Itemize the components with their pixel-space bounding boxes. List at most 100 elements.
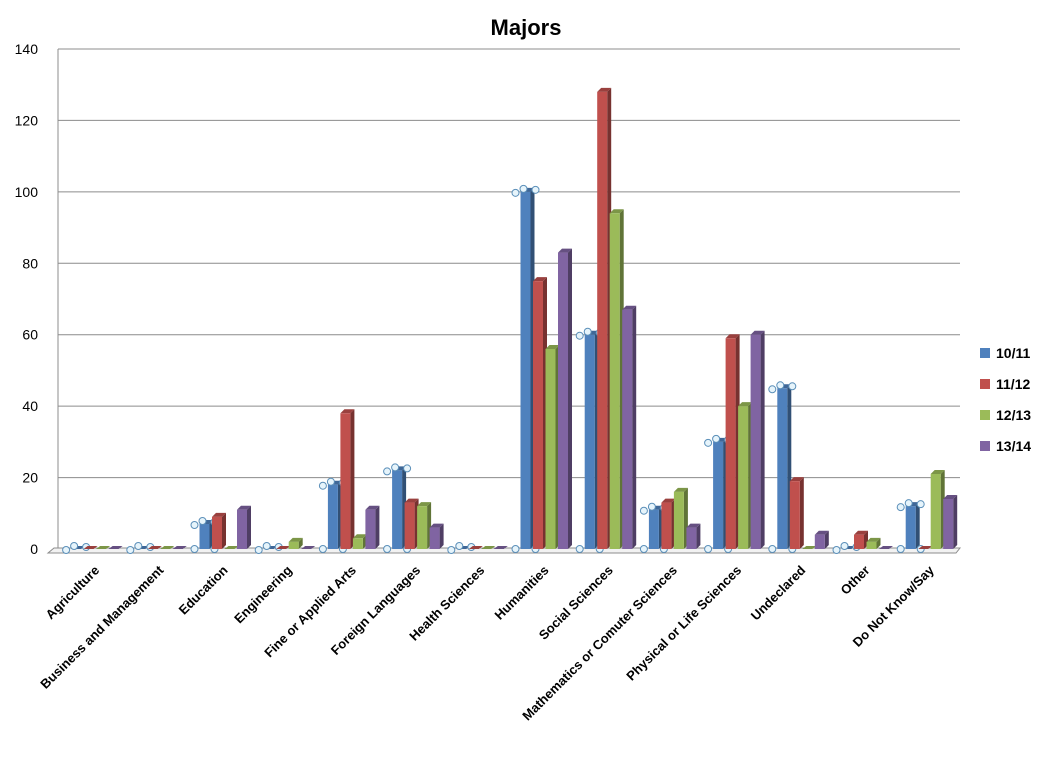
selection-handle	[768, 385, 777, 394]
selection-handle	[531, 185, 540, 194]
bar-front	[661, 502, 672, 549]
bar-front	[943, 499, 954, 549]
bar-top	[404, 498, 419, 503]
selection-handle	[262, 542, 271, 550]
bar-front	[417, 506, 428, 549]
x-category-label: Education	[176, 562, 231, 617]
y-tick-label: 40	[22, 398, 38, 414]
bar-top	[725, 334, 740, 339]
bar	[918, 546, 933, 549]
bar-front	[584, 334, 595, 549]
bar-zero	[147, 546, 162, 549]
bar-top	[789, 477, 804, 482]
bar	[609, 209, 624, 550]
legend: 10/11 11/12 12/13 13/14	[980, 345, 1031, 454]
bar-top	[661, 498, 676, 503]
selection-handle	[639, 506, 648, 515]
bar-top	[533, 277, 547, 282]
selection-handle	[647, 502, 656, 511]
bar-top	[622, 305, 637, 310]
bar	[814, 530, 829, 549]
selection-handle	[190, 521, 199, 529]
bar-zero	[160, 546, 175, 549]
bar	[212, 512, 226, 549]
bar-front	[520, 191, 531, 549]
bar	[750, 330, 765, 549]
bar-front	[854, 534, 864, 549]
selection-handle	[447, 546, 456, 554]
bar-front	[905, 506, 916, 549]
bar	[481, 546, 496, 549]
bar	[96, 546, 111, 549]
bar-front	[340, 413, 351, 549]
bar-top	[943, 495, 958, 499]
y-tick-label: 140	[15, 41, 39, 57]
bar	[597, 87, 612, 549]
bar-front	[609, 213, 620, 550]
bar-front	[558, 252, 568, 550]
legend-item: 11/12	[980, 376, 1030, 392]
legend-label: 10/11	[996, 345, 1030, 361]
bar-zero	[468, 546, 483, 549]
chart-title: Majors	[491, 15, 562, 40]
bar-top	[673, 487, 688, 492]
bar-front	[686, 527, 697, 549]
bar-front	[777, 388, 788, 549]
bar-zero	[108, 546, 123, 549]
bar-top	[930, 470, 945, 474]
bar-side	[439, 523, 444, 549]
bar-side	[632, 305, 637, 549]
legend-label: 11/12	[996, 376, 1030, 392]
bar-side	[247, 505, 251, 549]
bar-front	[725, 338, 736, 549]
x-category-label: Engineering	[231, 562, 295, 626]
legend-item: 12/13	[980, 407, 1031, 423]
selection-handle	[134, 542, 143, 550]
bar-side	[876, 537, 881, 549]
bar	[417, 502, 432, 549]
bar	[558, 248, 572, 550]
bar-zero	[301, 546, 316, 549]
selection-handle	[318, 481, 327, 490]
selection-handle	[519, 184, 528, 193]
selection-handle	[788, 382, 797, 391]
bar	[866, 537, 881, 549]
bar-front	[713, 441, 724, 549]
selection-handle	[704, 545, 713, 553]
bar	[661, 498, 676, 549]
y-axis-ticks: 0 20 40 60 80 100 120 140	[15, 41, 39, 557]
bar-side	[760, 330, 765, 549]
bar	[930, 470, 945, 549]
selection-handle	[776, 381, 785, 390]
bar-front	[597, 91, 608, 549]
selection-handle	[126, 546, 135, 554]
bar	[126, 542, 155, 554]
bar	[789, 477, 804, 549]
bar-side	[375, 505, 380, 549]
bar-top	[814, 530, 829, 535]
x-category-label: Undeclared	[748, 562, 809, 623]
bar	[224, 546, 239, 549]
bar-zero	[224, 546, 239, 549]
bar	[896, 499, 925, 553]
bar-zero	[493, 546, 508, 549]
bar-top	[365, 505, 380, 510]
bar-top	[212, 512, 226, 517]
legend-item: 13/14	[980, 438, 1031, 454]
selection-handle	[326, 477, 335, 486]
bar-top	[417, 502, 432, 507]
bar-zero	[172, 546, 187, 549]
selection-handle	[62, 546, 71, 554]
bars	[62, 87, 958, 554]
selection-handle	[639, 545, 648, 553]
y-tick-label: 0	[30, 541, 38, 557]
bar-top	[854, 530, 868, 535]
bar-front	[392, 470, 403, 549]
selection-handle	[190, 545, 199, 553]
selection-handle	[896, 503, 905, 512]
x-category-label: Physical or Life Sciences	[623, 563, 744, 684]
bar-side	[696, 523, 701, 549]
bar	[802, 546, 817, 549]
selection-handle	[904, 499, 913, 508]
